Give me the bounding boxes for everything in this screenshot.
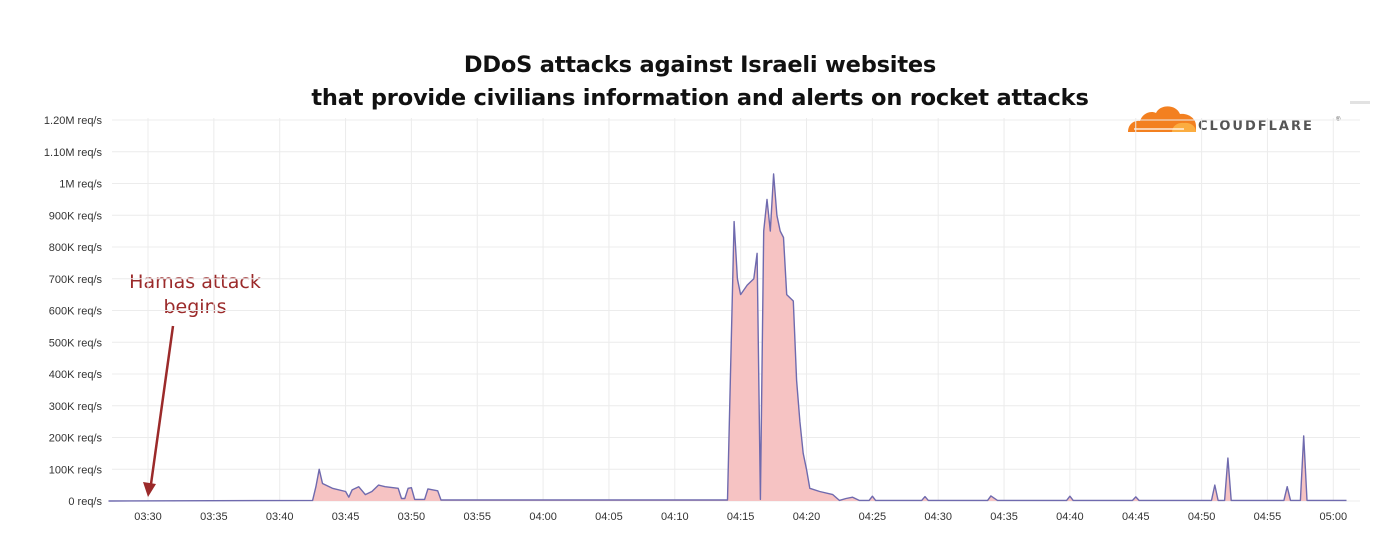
x-tick-label: 03:40 <box>266 511 294 523</box>
x-tick-label: 04:45 <box>1122 511 1150 523</box>
y-tick-label: 100K req/s <box>49 464 103 476</box>
y-tick-label: 800K req/s <box>49 242 103 254</box>
y-tick-label: 400K req/s <box>49 369 103 381</box>
y-tick-label: 900K req/s <box>49 210 103 222</box>
logo-text: CLOUDFLARE <box>1198 119 1314 134</box>
y-tick-label: 0 req/s <box>68 496 102 508</box>
y-tick-label: 600K req/s <box>49 306 103 318</box>
y-tick-label: 1.10M req/s <box>44 147 103 159</box>
x-tick-label: 03:55 <box>463 511 491 523</box>
x-tick-label: 04:25 <box>859 511 887 523</box>
corner-mark <box>1350 101 1370 104</box>
x-tick-label: 04:05 <box>595 511 623 523</box>
annotation-arrow-shaft <box>149 325 175 485</box>
series-area <box>108 174 1347 501</box>
x-tick-label: 04:50 <box>1188 511 1216 523</box>
annotation-text: Hamas attack begins <box>110 270 280 320</box>
x-tick-label: 04:35 <box>990 511 1018 523</box>
y-tick-label: 700K req/s <box>49 274 103 286</box>
y-tick-label: 300K req/s <box>49 401 103 413</box>
annotation-arrowhead <box>143 482 156 497</box>
chart-title-line2: that provide civilians information and a… <box>311 85 1089 111</box>
x-tick-label: 03:35 <box>200 511 228 523</box>
annotation-line1: Hamas attack <box>129 271 261 293</box>
x-tick-label: 03:30 <box>134 511 162 523</box>
x-tick-label: 03:45 <box>332 511 360 523</box>
chart-title-line1: DDoS attacks against Israeli websites <box>463 52 937 78</box>
x-tick-label: 03:50 <box>398 511 426 523</box>
x-tick-label: 04:20 <box>793 511 821 523</box>
x-tick-label: 04:00 <box>529 511 557 523</box>
series-line <box>108 173 1347 502</box>
x-tick-label: 04:15 <box>727 511 755 523</box>
y-tick-label: 500K req/s <box>49 337 103 349</box>
cloudflare-logo: CLOUDFLARE ® <box>1126 100 1356 140</box>
y-tick-label: 1M req/s <box>59 179 102 191</box>
x-tick-label: 04:40 <box>1056 511 1084 523</box>
x-tick-label: 04:10 <box>661 511 689 523</box>
y-tick-label: 200K req/s <box>49 433 103 445</box>
cloud-icon <box>1128 106 1196 132</box>
annotation-line2: begins <box>163 296 227 318</box>
x-tick-label: 04:30 <box>924 511 952 523</box>
y-tick-label: 1.20M req/s <box>44 115 103 127</box>
x-tick-label: 04:55 <box>1254 511 1282 523</box>
x-tick-label: 05:00 <box>1320 511 1348 523</box>
